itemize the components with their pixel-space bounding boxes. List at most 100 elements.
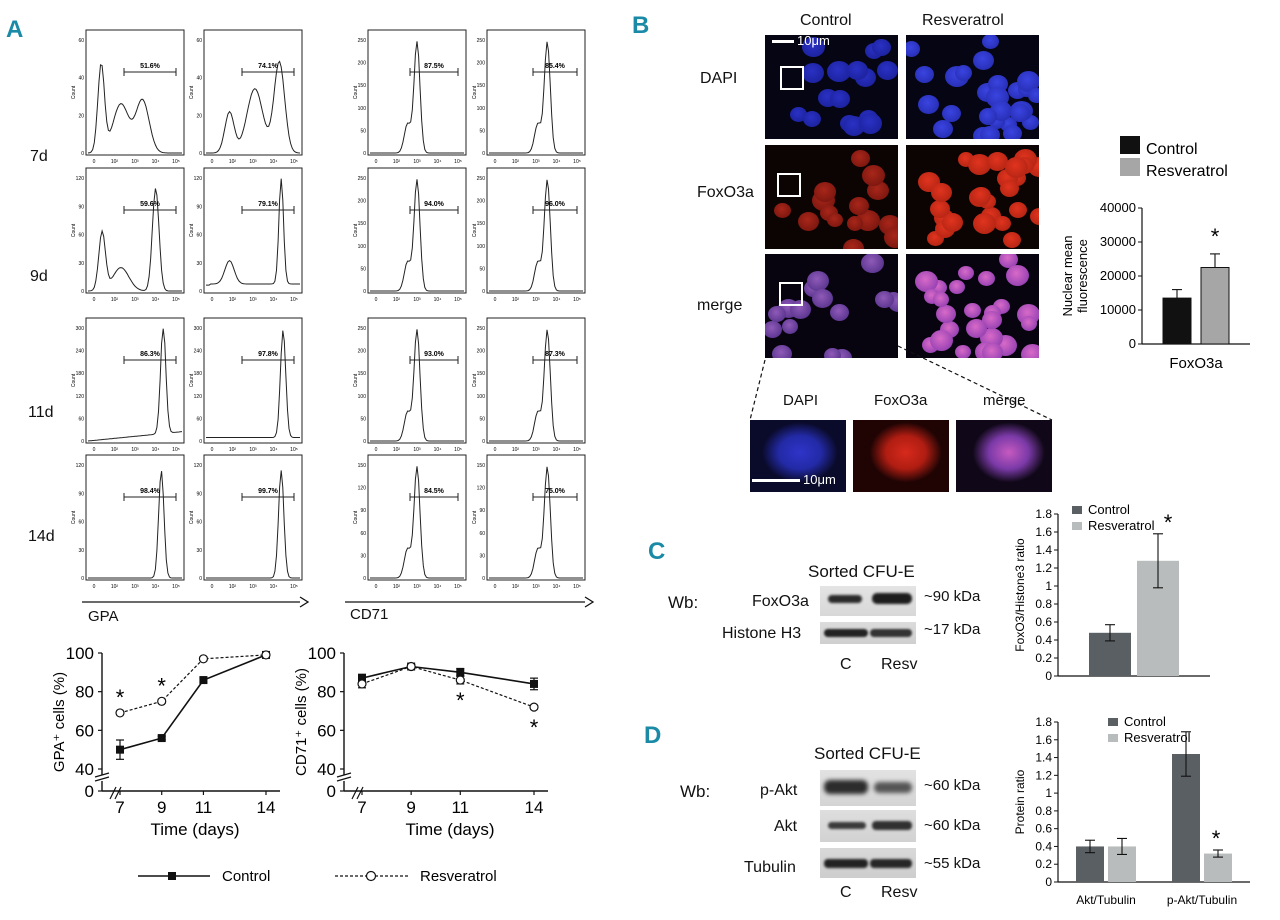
histogram-y-tick: 120	[477, 486, 486, 492]
histogram-x-tick: 10⁵	[454, 447, 462, 453]
histogram-y-tick: 180	[76, 371, 85, 377]
histogram-x-tick: 0	[494, 297, 497, 303]
cell-nucleus	[982, 311, 1002, 329]
histogram-y-tick: 90	[78, 491, 84, 497]
cell-nucleus	[843, 239, 864, 249]
histogram-x-tick: 10²	[111, 159, 119, 165]
cell-nucleus	[968, 154, 991, 175]
cell-nucleus	[802, 37, 825, 57]
histogram-x-tick: 10⁴	[553, 447, 561, 453]
series-line-control	[361, 665, 535, 685]
y-tick-label: 20000	[1100, 268, 1136, 283]
bar-control-foxo3a	[1162, 297, 1192, 345]
significance-marker: *	[1164, 510, 1173, 535]
y-tick-label: 1.6	[1035, 525, 1052, 539]
histogram-frame	[367, 454, 467, 581]
cell-nucleus	[930, 330, 953, 351]
histogram-x-tick: 10⁴	[553, 297, 561, 303]
histogram-x-tick: 0	[93, 447, 96, 453]
cell-nucleus	[802, 63, 824, 83]
zoom-label-foxo3a: FoxO3a	[874, 392, 928, 409]
cell-nucleus	[942, 105, 961, 122]
histogram-x-tick: 10⁵	[172, 159, 180, 165]
histogram-y-tick: 0	[81, 576, 84, 582]
histogram-y-tick: 120	[358, 486, 367, 492]
significance-marker: *	[1211, 224, 1220, 249]
histogram-y-tick: 60	[196, 416, 202, 422]
histogram-x-tick: 10⁴	[434, 584, 442, 590]
histogram-x-tick: 10³	[249, 297, 257, 303]
y-tick-label: 1.4	[1035, 751, 1052, 765]
point-control	[116, 745, 124, 754]
gate-percentage: 74.1%	[258, 63, 279, 70]
histogram-y-tick: 50	[360, 128, 366, 134]
cell-nucleus	[931, 183, 952, 202]
significance-marker: *	[456, 688, 465, 713]
histogram-trace	[206, 470, 300, 579]
histogram-y-tick: 120	[76, 394, 85, 400]
histogram-gpa_resveratrol-2: 97.8% Count 300 240 180 120 60 0 0 10² 10³ 10⁴ 10⁵	[189, 317, 303, 453]
histogram-x-tick: 10³	[532, 159, 540, 165]
histogram-x-tick: 0	[211, 447, 214, 453]
row-label-dapi: DAPI	[700, 70, 738, 87]
histogram-frame	[486, 317, 586, 444]
d-blot-akt	[820, 810, 916, 842]
histogram-y-label: Count	[353, 85, 359, 99]
histogram-x-tick: 0	[494, 584, 497, 590]
histogram-x-tick: 10²	[512, 297, 520, 303]
cell-nucleus	[877, 61, 898, 80]
zoom-label-merge: merge	[983, 392, 1026, 409]
cell-nucleus	[807, 271, 829, 291]
legend-label-resveratrol: Resveratrol	[1088, 518, 1155, 533]
panel-label-a: A	[6, 16, 24, 43]
histogram-frame	[85, 167, 185, 294]
histogram-trace	[370, 329, 464, 442]
histogram-y-label: Count	[472, 373, 478, 387]
cell-nucleus	[875, 291, 894, 308]
histogram-gpa_control-3: 98.4% Count 120 90 60 30 0 0 10² 10³ 10⁴ 10⁵	[71, 454, 185, 590]
y-tick-label: 1.8	[1035, 507, 1052, 521]
y-tick-label: 80	[75, 683, 94, 702]
y-tick-label: 0.4	[1035, 633, 1052, 647]
y-tick-label: 0.6	[1035, 822, 1052, 836]
cell-nucleus	[936, 305, 956, 323]
d-size-pakt: ~60 kDa	[924, 777, 981, 794]
histogram-x-tick: 10³	[131, 159, 139, 165]
legend-label-control: Control	[1124, 714, 1166, 729]
histogram-y-tick: 120	[194, 176, 203, 182]
histogram-x-tick: 10²	[512, 584, 520, 590]
histogram-x-tick: 10²	[229, 159, 237, 165]
y-axis-title: fluorescence	[1075, 239, 1090, 313]
cell-nucleus	[1030, 208, 1039, 225]
panel-label-c: C	[648, 538, 666, 565]
histogram-x-tick: 10³	[131, 297, 139, 303]
histogram-y-tick: 150	[358, 463, 367, 469]
y-tick-label: 10000	[1100, 302, 1136, 317]
histogram-y-tick: 150	[477, 463, 486, 469]
histogram-y-tick: 60	[78, 38, 84, 44]
point-resveratrol	[406, 661, 416, 672]
cell-nucleus	[782, 319, 798, 334]
histogram-x-tick: 10⁵	[573, 159, 581, 165]
histogram-y-tick: 150	[477, 221, 486, 227]
x-tick-label: 14	[525, 798, 544, 817]
zoom-connector-lines	[749, 345, 1053, 421]
histogram-y-tick: 200	[358, 349, 367, 355]
cell-nucleus	[964, 303, 981, 318]
c-lane-c: C	[840, 656, 852, 673]
histogram-x-tick: 10⁴	[270, 447, 278, 453]
legend-label-control: Control	[1088, 502, 1130, 517]
histogram-x-tick: 10³	[532, 447, 540, 453]
day-label-9d: 9d	[30, 268, 48, 285]
histogram-x-tick: 10²	[512, 447, 520, 453]
histogram-cd71_resveratrol-1: 96.0% Count 250 200 150 100 50 0 0 10² 10³ 10⁴ 10⁵	[472, 167, 586, 303]
histogram-x-tick: 0	[375, 584, 378, 590]
histogram-y-tick: 150	[358, 371, 367, 377]
histogram-y-tick: 0	[199, 151, 202, 157]
col-title-control: Control	[800, 12, 852, 29]
histogram-x-tick: 0	[93, 584, 96, 590]
histogram-y-tick: 250	[477, 38, 486, 44]
histogram-y-tick: 150	[358, 83, 367, 89]
micrograph-foxo3a-control	[765, 145, 898, 249]
